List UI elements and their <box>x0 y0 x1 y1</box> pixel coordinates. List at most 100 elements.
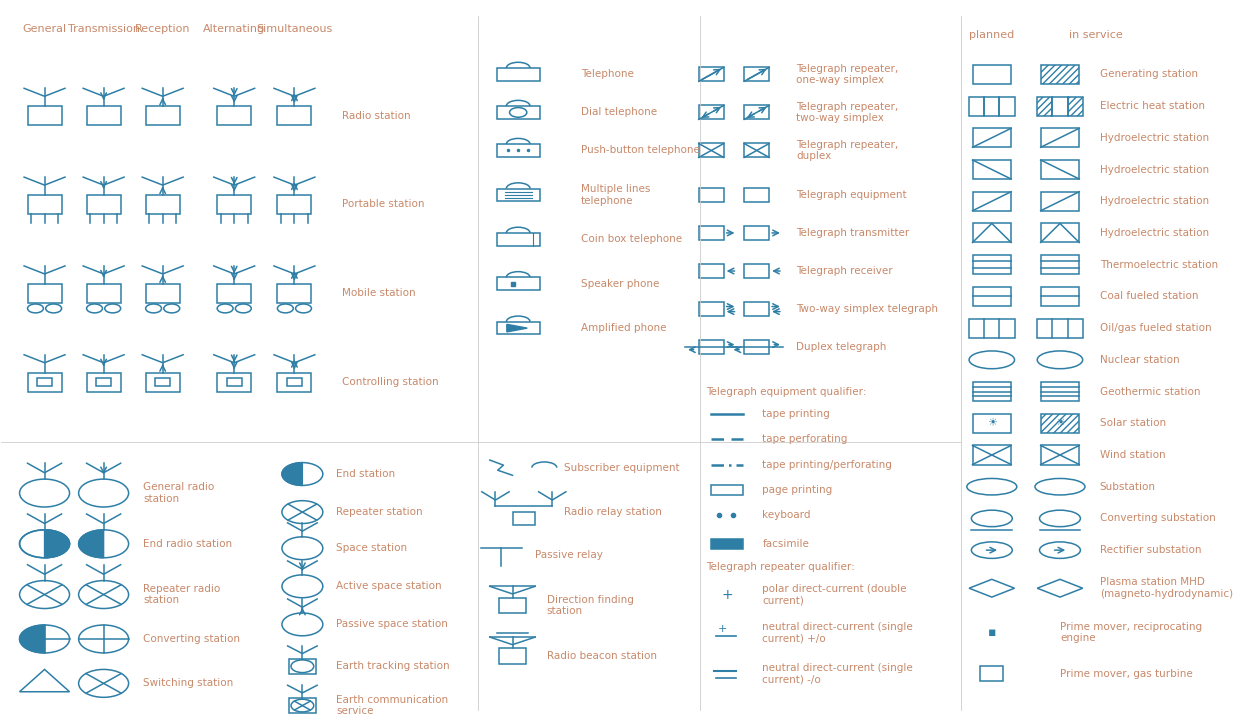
Bar <box>278 372 311 391</box>
Bar <box>699 264 724 278</box>
Bar <box>496 233 539 245</box>
Bar <box>217 195 252 214</box>
Bar <box>278 195 311 214</box>
Bar <box>972 192 1011 211</box>
Bar <box>744 302 769 316</box>
Bar <box>97 378 112 386</box>
Text: Telegraph transmitter: Telegraph transmitter <box>796 228 910 238</box>
Text: Generating station: Generating station <box>1100 70 1198 79</box>
Text: tape printing: tape printing <box>763 409 830 419</box>
Bar <box>999 97 1014 115</box>
Bar <box>699 144 724 158</box>
Text: Coin box telephone: Coin box telephone <box>580 234 682 244</box>
Bar <box>1040 446 1079 465</box>
Text: General: General <box>22 23 67 33</box>
Text: Prime mover, reciprocating
engine: Prime mover, reciprocating engine <box>1060 622 1202 643</box>
Text: ☀: ☀ <box>1055 418 1065 428</box>
Text: Wind station: Wind station <box>1100 450 1166 460</box>
Bar <box>1040 224 1079 242</box>
Text: General radio
station: General radio station <box>144 482 215 504</box>
Bar <box>1040 446 1079 465</box>
Text: Telegraph repeater,
duplex: Telegraph repeater, duplex <box>796 139 899 161</box>
Bar <box>972 129 1011 147</box>
Text: Earth communication
service: Earth communication service <box>336 695 449 717</box>
Text: planned: planned <box>970 30 1014 40</box>
Bar <box>1068 319 1083 338</box>
Bar <box>1040 414 1079 433</box>
Text: Coal fueled station: Coal fueled station <box>1100 291 1198 301</box>
Polygon shape <box>45 530 69 558</box>
Bar <box>87 195 120 214</box>
Text: Passive relay: Passive relay <box>536 550 603 560</box>
Text: ☀: ☀ <box>987 418 997 428</box>
Bar <box>1040 261 1079 268</box>
Text: Repeater station: Repeater station <box>336 507 423 517</box>
Bar <box>278 284 311 303</box>
Text: Nuclear station: Nuclear station <box>1100 355 1179 365</box>
Bar <box>985 97 999 115</box>
Text: Hydroelectric station: Hydroelectric station <box>1100 196 1209 206</box>
Bar <box>972 414 1011 433</box>
Text: Hydroelectric station: Hydroelectric station <box>1100 165 1209 174</box>
Bar <box>699 68 724 81</box>
Bar <box>972 65 1011 84</box>
Bar <box>227 378 242 386</box>
Bar <box>744 340 769 354</box>
Bar <box>496 68 539 81</box>
Bar <box>1040 287 1079 296</box>
Bar <box>1040 65 1079 84</box>
Bar <box>1040 391 1079 396</box>
Text: Push-button telephone: Push-button telephone <box>580 145 699 155</box>
Text: polar direct-current (double
current): polar direct-current (double current) <box>763 584 906 605</box>
Text: Switching station: Switching station <box>144 678 233 688</box>
Text: Alternating: Alternating <box>203 23 265 33</box>
Text: Speaker phone: Speaker phone <box>580 279 658 289</box>
Bar <box>37 378 52 386</box>
Text: Dial telephone: Dial telephone <box>580 107 657 118</box>
Bar <box>145 195 180 214</box>
Bar <box>1040 387 1079 391</box>
Bar <box>496 322 539 335</box>
Bar <box>1040 255 1079 274</box>
Text: Active space station: Active space station <box>336 582 443 591</box>
Text: Rectifier substation: Rectifier substation <box>1100 545 1202 555</box>
Bar <box>1040 296 1079 306</box>
Bar <box>155 378 170 386</box>
Bar <box>972 287 1011 306</box>
Text: Multiple lines
telephone: Multiple lines telephone <box>580 184 650 205</box>
Bar <box>1040 268 1079 274</box>
Bar <box>970 319 1014 338</box>
Bar <box>1068 97 1083 115</box>
Bar <box>699 226 724 240</box>
Bar <box>972 255 1011 274</box>
Text: neutral direct-current (single
current) +/o: neutral direct-current (single current) … <box>763 622 913 643</box>
Text: Mobile station: Mobile station <box>342 288 415 298</box>
Text: Telegraph repeater,
two-way simplex: Telegraph repeater, two-way simplex <box>796 102 899 123</box>
Text: Oil/gas fueled station: Oil/gas fueled station <box>1100 323 1211 333</box>
Bar <box>1040 255 1079 261</box>
Bar <box>496 277 539 290</box>
Text: Space station: Space station <box>336 543 408 553</box>
Text: tape printing/perforating: tape printing/perforating <box>763 460 893 470</box>
Text: +: + <box>722 587 733 602</box>
Bar <box>1040 287 1079 306</box>
Bar <box>145 106 180 125</box>
Polygon shape <box>78 530 104 558</box>
Text: Duplex telegraph: Duplex telegraph <box>796 342 887 352</box>
Bar <box>1040 160 1079 179</box>
Bar <box>744 68 769 81</box>
Bar <box>744 105 769 119</box>
Text: Radio beacon station: Radio beacon station <box>547 651 656 661</box>
Bar <box>217 284 252 303</box>
Text: Geothermic station: Geothermic station <box>1100 386 1200 396</box>
Bar <box>289 698 316 713</box>
Text: Solar station: Solar station <box>1100 418 1166 428</box>
Bar <box>27 195 62 214</box>
Text: Telegraph repeater,
one-way simplex: Telegraph repeater, one-way simplex <box>796 64 899 85</box>
Bar <box>498 597 526 613</box>
Bar <box>217 106 252 125</box>
Bar <box>496 189 539 201</box>
Text: Telegraph receiver: Telegraph receiver <box>796 266 893 276</box>
Bar <box>1037 97 1053 115</box>
Text: Telegraph equipment: Telegraph equipment <box>796 190 908 200</box>
